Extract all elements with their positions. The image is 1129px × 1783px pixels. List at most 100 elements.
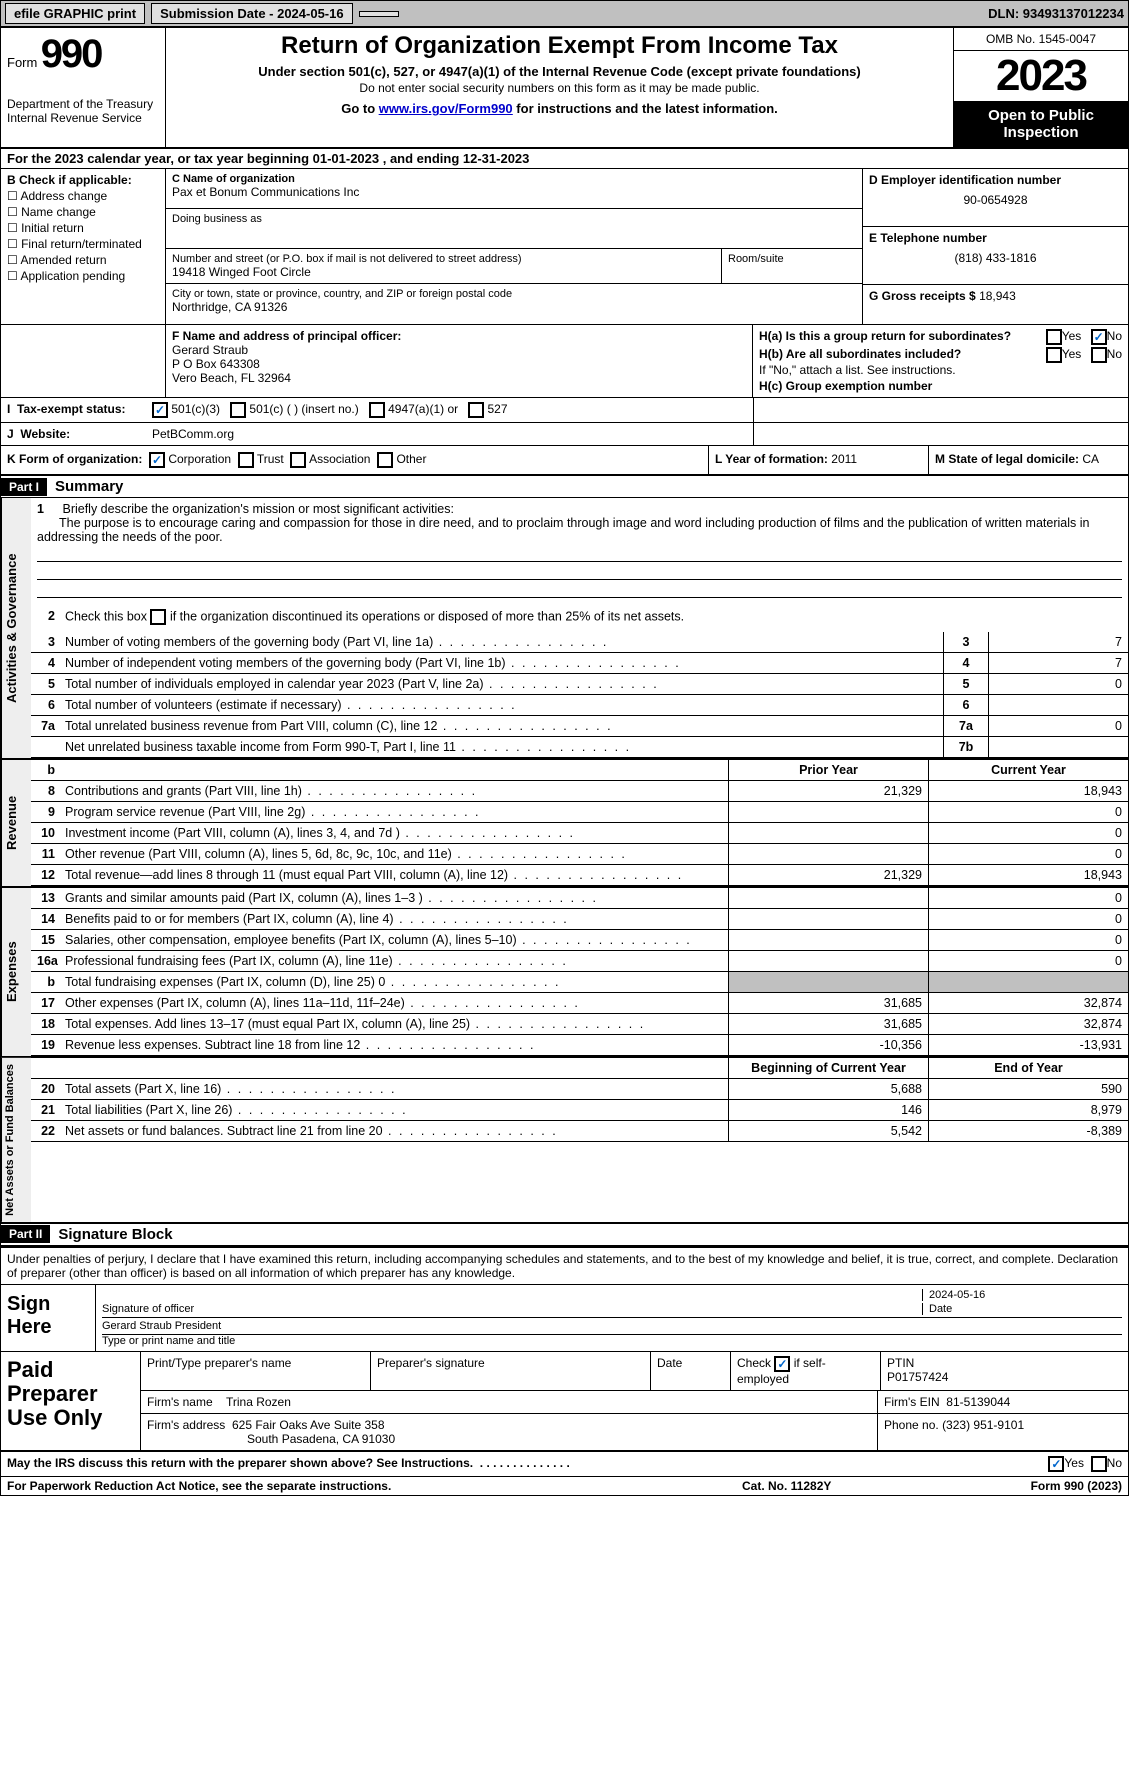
line-desc: Total number of individuals employed in … [61,674,943,694]
line-num: 13 [31,888,61,908]
cy-val: 0 [928,844,1128,864]
s1-num: 1 [37,502,59,516]
chk-final-return[interactable]: ☐ Final return/terminated [7,237,159,251]
firm-addr2: South Pasadena, CA 91030 [247,1432,395,1446]
line-num: 3 [31,632,61,652]
form-number: 990 [41,32,102,76]
efile-print-button[interactable]: efile GRAPHIC print [5,3,145,24]
preparer-sig-label: Preparer's signature [371,1352,651,1390]
discuss-no[interactable] [1091,1456,1107,1472]
preparer-date-label: Date [651,1352,731,1390]
chk-discontinued[interactable] [150,609,166,625]
dln: DLN: 93493137012234 [988,6,1124,21]
gross-receipts-label: G Gross receipts $ [869,289,976,303]
firm-phone: (323) 951-9101 [942,1418,1024,1432]
line-num: 15 [31,930,61,950]
line-desc: Net assets or fund balances. Subtract li… [61,1121,728,1141]
line-box: 4 [943,653,988,673]
ey-val: 8,979 [928,1100,1128,1120]
py-val [728,909,928,929]
name-label: C Name of organization [172,173,856,185]
part1-title: Summary [47,476,131,497]
chk-corp[interactable] [149,452,165,468]
line-desc: Professional fundraising fees (Part IX, … [61,951,728,971]
line-num: 20 [31,1079,61,1099]
chk-application-pending[interactable]: ☐ Application pending [7,269,159,283]
line-box: 3 [943,632,988,652]
phone-label: E Telephone number [869,231,1122,245]
line-k: K Form of organization: Corporation Trus… [1,446,708,474]
irs-link[interactable]: www.irs.gov/Form990 [379,101,513,116]
chk-address-change[interactable]: ☐ Address change [7,189,159,203]
vtab-net-assets: Net Assets or Fund Balances [1,1058,31,1222]
line-num: 21 [31,1100,61,1120]
line-box: 6 [943,695,988,715]
line-num: 4 [31,653,61,673]
top-toolbar: efile GRAPHIC print Submission Date - 20… [0,0,1129,27]
s1-label: Briefly describe the organization's miss… [62,502,453,516]
form-title-box: Return of Organization Exempt From Incom… [166,28,953,147]
line-num: 16a [31,951,61,971]
by-val: 5,542 [728,1121,928,1141]
hb-yes[interactable] [1046,347,1062,363]
line-desc: Contributions and grants (Part VIII, lin… [61,781,728,801]
prior-year-hdr: Prior Year [728,760,928,780]
chk-other[interactable] [377,452,393,468]
line-val [988,737,1128,757]
line-num: 6 [31,695,61,715]
ha-label: H(a) Is this a group return for subordin… [759,329,1011,343]
blank-cell [359,11,399,17]
hb-no[interactable] [1091,347,1107,363]
line-val: 0 [988,674,1128,694]
chk-501c[interactable] [230,402,246,418]
cy-val: 0 [928,930,1128,950]
cy-val: 0 [928,909,1128,929]
ha-no[interactable] [1091,329,1107,345]
chk-501c3[interactable] [152,402,168,418]
cy-val: 0 [928,951,1128,971]
l-label: L Year of formation: [715,452,828,466]
l-value: 2011 [831,452,857,466]
chk-initial-return[interactable]: ☐ Initial return [7,221,159,235]
line-box: 5 [943,674,988,694]
py-val [728,844,928,864]
self-employed-cell: Check if self-employed [731,1352,881,1390]
chk-self-employed[interactable] [774,1356,790,1372]
py-val [728,930,928,950]
chk-trust[interactable] [238,452,254,468]
py-val [728,951,928,971]
open-to-public: Open to Public Inspection [954,101,1128,147]
py-val [728,823,928,843]
line-desc: Total liabilities (Part X, line 26) [61,1100,728,1120]
officer-printed-name: Gerard Straub President [102,1318,1122,1335]
s2-num: 2 [31,606,61,628]
date-label: Date [922,1303,1122,1315]
line-desc: Total unrelated business revenue from Pa… [61,716,943,736]
py-val: -10,356 [728,1035,928,1055]
tax-exempt-label: Tax-exempt status: [17,402,125,416]
chk-amended-return[interactable]: ☐ Amended return [7,253,159,267]
discuss-yes[interactable] [1048,1456,1064,1472]
cy-val: 0 [928,802,1128,822]
ey-val: -8,389 [928,1121,1128,1141]
line-val: 0 [988,716,1128,736]
form-footer: Form 990 (2023) [942,1479,1122,1493]
chk-name-change[interactable]: ☐ Name change [7,205,159,219]
ha-yes[interactable] [1046,329,1062,345]
paperwork-notice: For Paperwork Reduction Act Notice, see … [7,1479,742,1493]
chk-assoc[interactable] [290,452,306,468]
box-b-label: B Check if applicable: [7,173,159,187]
chk-4947[interactable] [369,402,385,418]
py-val: 31,685 [728,993,928,1013]
form-990: Form 990 Department of the Treasury Inte… [0,27,1129,1496]
cat-number: Cat. No. 11282Y [742,1479,942,1493]
chk-527[interactable] [468,402,484,418]
firm-name-label: Firm's name [147,1395,213,1409]
by-val: 146 [728,1100,928,1120]
line-desc: Grants and similar amounts paid (Part IX… [61,888,728,908]
line-desc: Number of voting members of the governin… [61,632,943,652]
preparer-name-label: Print/Type preparer's name [141,1352,371,1390]
ein-value: 90-0654928 [869,193,1122,207]
line-desc: Total fundraising expenses (Part IX, col… [61,972,728,992]
cy-val [928,972,1128,992]
